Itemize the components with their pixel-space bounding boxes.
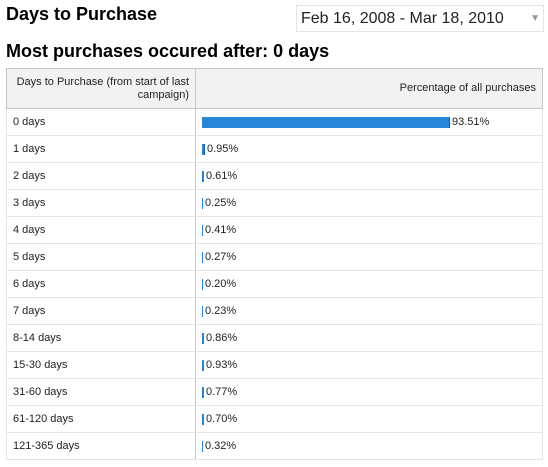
percentage-value: 0.25% xyxy=(205,197,237,210)
table-header-row: Days to Purchase (from start of last cam… xyxy=(6,68,543,109)
row-label: 121-365 days xyxy=(6,432,196,460)
row-label: 2 days xyxy=(6,162,196,190)
percentage-cell: 93.51% xyxy=(195,108,543,136)
table-row: 6 days 0.20% xyxy=(6,270,543,298)
percentage-cell: 0.20% xyxy=(195,270,543,298)
percentage-value: 0.23% xyxy=(205,305,237,318)
percentage-value: 0.70% xyxy=(206,413,238,426)
table-row: 7 days 0.23% xyxy=(6,297,543,325)
percentage-value: 0.27% xyxy=(205,251,237,264)
percentage-bar xyxy=(202,305,203,317)
percentage-cell: 0.93% xyxy=(195,351,543,379)
table-body: 0 days 93.51% 1 days 0.95% 2 days 0.61% 3 days… xyxy=(6,108,543,460)
percentage-bar xyxy=(202,224,203,236)
table-row: 2 days 0.61% xyxy=(6,162,543,190)
percentage-bar xyxy=(202,413,204,425)
percentage-value: 0.93% xyxy=(206,359,238,372)
table-row: 0 days 93.51% xyxy=(6,108,543,136)
percentage-cell: 0.32% xyxy=(195,432,543,460)
table-row: 8-14 days 0.86% xyxy=(6,324,543,352)
percentage-cell: 0.95% xyxy=(195,135,543,163)
percentage-value: 0.41% xyxy=(205,224,237,237)
page-title: Days to Purchase xyxy=(6,4,158,24)
percentage-cell: 0.41% xyxy=(195,216,543,244)
row-label: 3 days xyxy=(6,189,196,217)
row-label: 0 days xyxy=(6,108,196,136)
summary-value: 0 days xyxy=(273,41,330,61)
row-label: 1 days xyxy=(6,135,196,163)
column-header-days[interactable]: Days to Purchase (from start of last cam… xyxy=(6,68,196,109)
percentage-value: 0.20% xyxy=(205,278,237,291)
summary-heading: Most purchases occured after: 0 days xyxy=(6,41,329,62)
percentage-value: 0.61% xyxy=(206,170,238,183)
table-row: 61-120 days 0.70% xyxy=(6,405,543,433)
row-label: 5 days xyxy=(6,243,196,271)
column-header-percentage[interactable]: Percentage of all purchases xyxy=(195,68,543,109)
percentage-bar xyxy=(202,386,204,398)
percentage-value: 93.51% xyxy=(452,116,490,129)
row-label: 7 days xyxy=(6,297,196,325)
percentage-cell: 0.70% xyxy=(195,405,543,433)
table-row: 121-365 days 0.32% xyxy=(6,432,543,460)
row-label: 6 days xyxy=(6,270,196,298)
row-label: 15-30 days xyxy=(6,351,196,379)
table-row: 4 days 0.41% xyxy=(6,216,543,244)
percentage-bar xyxy=(202,143,205,155)
summary-text: Most purchases occured after: xyxy=(6,41,269,61)
percentage-bar xyxy=(202,278,203,290)
percentage-cell: 0.25% xyxy=(195,189,543,217)
percentage-bar xyxy=(202,170,204,182)
days-to-purchase-table: Days to Purchase (from start of last cam… xyxy=(6,68,543,460)
chevron-down-icon[interactable]: ▼ xyxy=(530,13,540,24)
row-label: 31-60 days xyxy=(6,378,196,406)
row-label: 4 days xyxy=(6,216,196,244)
date-range-selector[interactable]: Feb 16, 2008 - Mar 18, 2010 ▼ xyxy=(296,5,544,32)
date-range-label: Feb 16, 2008 - Mar 18, 2010 xyxy=(301,10,504,27)
percentage-bar xyxy=(202,116,450,128)
percentage-value: 0.86% xyxy=(206,332,238,345)
percentage-value: 0.95% xyxy=(207,143,239,156)
percentage-value: 0.32% xyxy=(205,440,237,453)
row-label: 61-120 days xyxy=(6,405,196,433)
percentage-bar xyxy=(202,440,203,452)
table-row: 5 days 0.27% xyxy=(6,243,543,271)
percentage-cell: 0.77% xyxy=(195,378,543,406)
percentage-cell: 0.27% xyxy=(195,243,543,271)
percentage-cell: 0.23% xyxy=(195,297,543,325)
row-label: 8-14 days xyxy=(6,324,196,352)
table-row: 15-30 days 0.93% xyxy=(6,351,543,379)
percentage-cell: 0.61% xyxy=(195,162,543,190)
percentage-bar xyxy=(202,197,203,209)
percentage-cell: 0.86% xyxy=(195,324,543,352)
percentage-value: 0.77% xyxy=(206,386,238,399)
percentage-bar xyxy=(202,332,204,344)
percentage-bar xyxy=(202,251,203,263)
table-row: 1 days 0.95% xyxy=(6,135,543,163)
percentage-bar xyxy=(202,359,204,371)
table-row: 31-60 days 0.77% xyxy=(6,378,543,406)
table-row: 3 days 0.25% xyxy=(6,189,543,217)
